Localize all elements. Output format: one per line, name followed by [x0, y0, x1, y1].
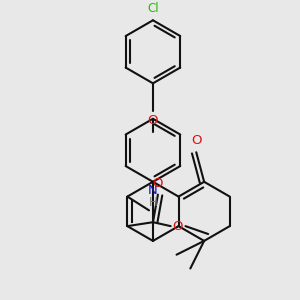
Text: N: N — [148, 184, 158, 197]
Text: O: O — [153, 177, 163, 190]
Text: O: O — [173, 220, 183, 232]
Text: O: O — [191, 134, 202, 147]
Text: O: O — [148, 114, 158, 127]
Text: Cl: Cl — [147, 2, 159, 15]
Text: H: H — [148, 196, 157, 208]
